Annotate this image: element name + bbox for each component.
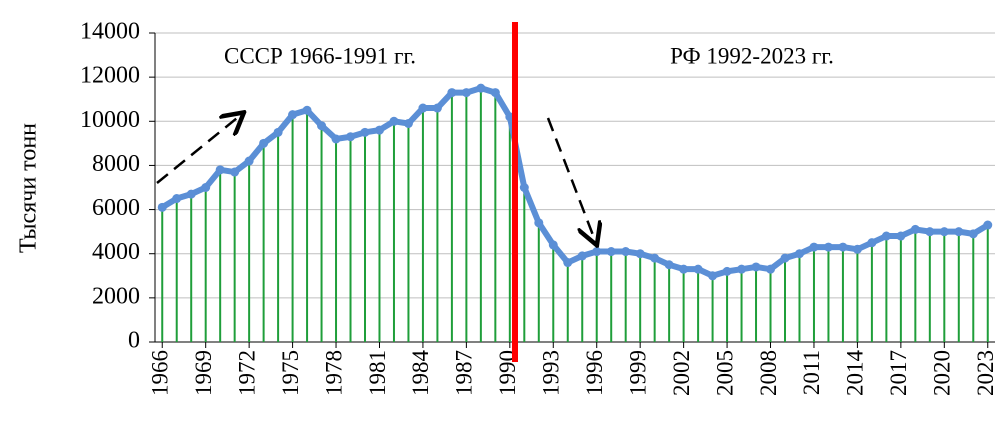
data-point [925, 227, 935, 237]
x-tick-label: 2023 [973, 350, 998, 396]
data-point [679, 264, 689, 274]
data-point [852, 244, 862, 254]
data-point [186, 189, 196, 199]
data-point [983, 220, 993, 230]
data-point [534, 218, 544, 228]
data-point [592, 247, 602, 257]
data-point [374, 125, 384, 135]
y-tick-label: 10000 [80, 107, 140, 133]
data-point [838, 242, 848, 252]
arrow [546, 117, 596, 243]
y-tick-label: 8000 [92, 151, 140, 177]
x-tick-label: 2014 [843, 350, 868, 397]
data-point [317, 121, 327, 131]
data-point [418, 103, 428, 113]
x-tick-label: 2008 [756, 350, 781, 396]
data-point [621, 247, 631, 257]
data-point [172, 194, 182, 204]
data-point [823, 242, 833, 252]
data-point [302, 105, 312, 115]
data-point [346, 132, 356, 142]
data-point [230, 167, 240, 177]
data-point [360, 127, 370, 137]
y-tick-label: 4000 [92, 239, 140, 265]
x-tick-label: 2005 [712, 350, 737, 396]
x-tick-label: 1981 [365, 350, 390, 396]
data-point [577, 251, 587, 261]
data-point [708, 271, 718, 281]
data-point [490, 88, 500, 98]
annotation: СССР 1966-1991 гг. [224, 43, 416, 68]
arrow [156, 114, 242, 184]
data-point [867, 238, 877, 248]
data-point [432, 103, 442, 113]
data-point [215, 165, 225, 175]
y-tick-label: 12000 [80, 63, 140, 89]
data-point [751, 262, 761, 272]
annotation: РФ 1992-2023 гг. [670, 43, 834, 68]
y-axis-label: Тысячи тонн [16, 123, 42, 253]
data-point [461, 88, 471, 98]
x-tick-label: 1993 [539, 350, 564, 396]
data-point [331, 134, 341, 144]
data-point [157, 202, 167, 212]
x-tick-label: 1978 [321, 350, 346, 396]
x-tick-label: 1999 [625, 350, 650, 396]
data-point [288, 110, 298, 120]
data-point [664, 260, 674, 270]
x-tick-label: 2011 [799, 350, 824, 395]
x-tick-label: 1972 [234, 350, 259, 396]
data-point [968, 229, 978, 239]
x-tick-label: 1987 [452, 350, 477, 396]
x-tick-label: 1969 [191, 350, 216, 396]
data-point [809, 242, 819, 252]
data-point [606, 247, 616, 257]
data-point [737, 264, 747, 274]
y-tick-label: 6000 [92, 195, 140, 221]
data-point [273, 127, 283, 137]
data-point [780, 253, 790, 263]
data-point [259, 138, 269, 148]
data-point [201, 183, 211, 192]
data-point [794, 249, 804, 259]
y-tick-label: 14000 [80, 19, 140, 45]
data-line [160, 85, 990, 279]
x-tick-label: 2002 [669, 350, 694, 396]
y-tick-label: 2000 [92, 283, 140, 309]
data-point [563, 258, 573, 268]
data-point [244, 156, 254, 166]
x-tick-label: 2017 [886, 350, 911, 396]
x-tick-label: 1975 [278, 350, 303, 396]
data-point [548, 240, 558, 250]
data-point [650, 253, 660, 263]
x-tick-label: 2020 [930, 350, 955, 396]
data-point [910, 224, 920, 234]
data-point [766, 264, 776, 274]
y-tick-label: 0 [128, 328, 140, 354]
data-point [939, 227, 949, 237]
data-point [896, 231, 906, 241]
data-point [954, 227, 964, 237]
data-point [389, 116, 399, 126]
data-point [722, 266, 732, 276]
data-point [447, 88, 457, 98]
data-point [693, 264, 703, 274]
data-point [476, 83, 486, 93]
data-point [635, 249, 645, 259]
x-tick-label: 1966 [148, 350, 173, 396]
x-tick-label: 1984 [408, 350, 433, 397]
data-point [881, 231, 891, 241]
data-point [403, 118, 413, 128]
x-tick-label: 1996 [582, 350, 607, 396]
data-point [519, 183, 529, 192]
